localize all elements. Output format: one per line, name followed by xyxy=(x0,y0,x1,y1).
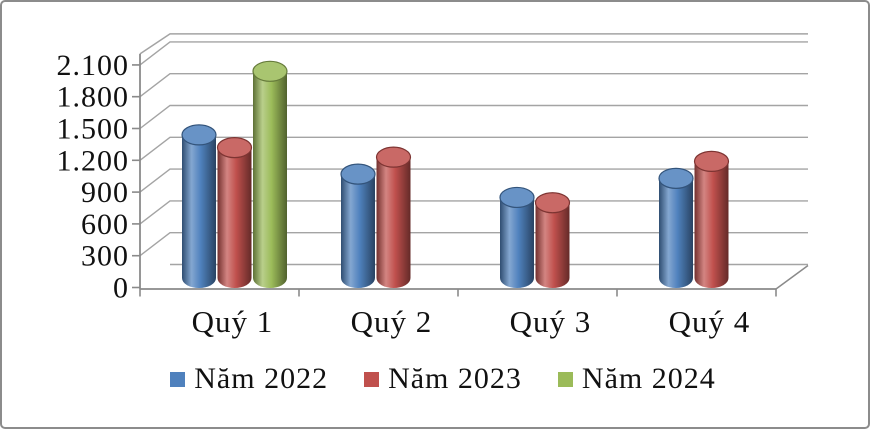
ytick-label: 1.200 xyxy=(57,144,130,177)
ytick-label: 2.100 xyxy=(57,49,130,82)
bar-cylinder-body xyxy=(694,161,729,288)
bar-cylinder-body xyxy=(376,157,411,288)
ytick-label: 300 xyxy=(81,240,129,273)
ytick-label: 1.500 xyxy=(57,113,130,146)
bar-cylinder-top xyxy=(658,167,694,189)
legend-swatch-2022 xyxy=(170,371,186,387)
bar-cylinder-body xyxy=(182,134,216,288)
bar-cylinder-body xyxy=(217,147,252,288)
ytick-label: 900 xyxy=(81,176,129,209)
gridline xyxy=(139,136,808,161)
gridline xyxy=(139,168,808,193)
ytick-label: 600 xyxy=(81,208,129,241)
floor-right-edge xyxy=(775,264,809,290)
ytick-label: 1.800 xyxy=(57,81,130,114)
bar-cylinder-top xyxy=(252,60,288,82)
xtick-label: Quý 2 xyxy=(351,304,433,339)
ytick-label: 0 xyxy=(113,272,129,305)
bar-cylinder-top xyxy=(499,186,535,209)
legend-item-2023: Năm 2023 xyxy=(364,362,522,396)
gridline xyxy=(139,73,808,98)
gridline xyxy=(139,41,808,66)
xtick-label: Quý 4 xyxy=(669,304,751,339)
legend: Năm 2022 Năm 2023 Năm 2024 xyxy=(2,362,868,396)
bar-cylinder-body xyxy=(535,202,570,288)
bar-cylinder-body xyxy=(500,197,534,288)
gridline xyxy=(139,200,808,225)
bar-cylinder-top xyxy=(216,137,253,159)
bar-cylinder-top xyxy=(181,124,217,146)
xtick-label: Quý 3 xyxy=(510,304,592,339)
legend-swatch-2023 xyxy=(364,371,380,387)
bar-cylinder-body xyxy=(253,71,287,288)
gridline xyxy=(139,104,808,130)
bar-cylinder-top xyxy=(693,150,730,172)
bar-cylinder-top xyxy=(340,163,376,185)
legend-label-2024: Năm 2024 xyxy=(581,362,716,395)
legend-label-2022: Năm 2022 xyxy=(194,362,329,395)
legend-item-2024: Năm 2024 xyxy=(557,362,716,396)
gridline xyxy=(139,232,808,257)
bar-cylinder-body xyxy=(341,174,375,288)
legend-item-2022: Năm 2022 xyxy=(170,362,328,396)
legend-swatch-2024 xyxy=(557,371,573,387)
legend-label-2023: Năm 2023 xyxy=(388,362,522,395)
wall-top-edge xyxy=(139,33,808,55)
bar-cylinder-body xyxy=(659,178,693,288)
xtick-label: Quý 1 xyxy=(192,304,274,339)
bar-cylinder-top xyxy=(375,146,412,168)
bar-cylinder-top xyxy=(534,192,571,214)
